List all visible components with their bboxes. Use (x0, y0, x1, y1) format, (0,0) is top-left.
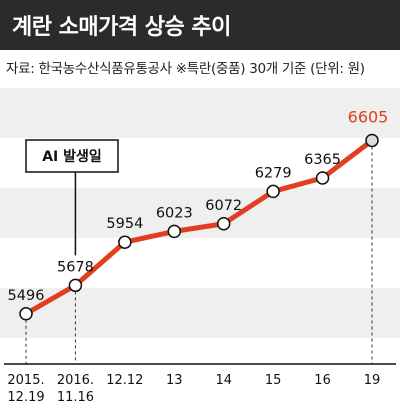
value-label: 6072 (205, 198, 242, 214)
x-tick-label: 2015. 12.19 (7, 373, 44, 405)
x-tick-label: 16 (314, 373, 331, 388)
source-note: 자료: 한국농수산식품유통공사 ※특란(중품) 30개 기준 (단위: 원) (6, 61, 365, 77)
drop-lines (25, 146, 373, 364)
series-line (23, 137, 375, 317)
value-label: 6023 (156, 205, 193, 221)
data-point (315, 171, 330, 185)
series-line-group (23, 137, 375, 317)
x-tick-label: 2016. 11.16 (57, 373, 94, 405)
data-points (19, 133, 379, 321)
value-labels: 5496 5678 5954 6023 6072 6279 6365 6605 (8, 107, 389, 303)
data-point (365, 133, 379, 148)
value-label: 6605 (348, 107, 389, 126)
chart-background-bands (0, 88, 400, 338)
data-point (19, 307, 33, 321)
x-axis: 2015. 12.19 2016. 11.16 12.12 13 14 15 16 19 (4, 363, 396, 405)
data-point (266, 184, 280, 199)
background-band (0, 188, 400, 238)
x-tick-label: 19 (364, 373, 381, 388)
value-label: 5954 (106, 216, 143, 232)
annotation-box (25, 139, 119, 173)
annotation-label: AI 발생일 (42, 148, 102, 165)
value-label: 5496 (8, 288, 45, 304)
background-band (0, 88, 400, 138)
background-band (0, 288, 400, 338)
data-point (118, 235, 132, 249)
annotation: AI 발생일 (25, 139, 119, 256)
value-label: 5678 (57, 259, 94, 275)
x-tick-label: 15 (265, 373, 282, 388)
data-point (68, 278, 83, 293)
data-point (167, 224, 182, 239)
chart-title: 계란 소매가격 상승 추이 (12, 15, 231, 40)
x-tick-label: 13 (166, 373, 183, 388)
x-tick-label: 12.12 (106, 373, 143, 388)
value-label: 6279 (255, 165, 292, 181)
data-point (216, 217, 231, 231)
value-label: 6365 (304, 152, 341, 168)
title-bar: 계란 소매가격 상승 추이 (0, 0, 400, 50)
x-tick-label: 14 (215, 373, 232, 388)
